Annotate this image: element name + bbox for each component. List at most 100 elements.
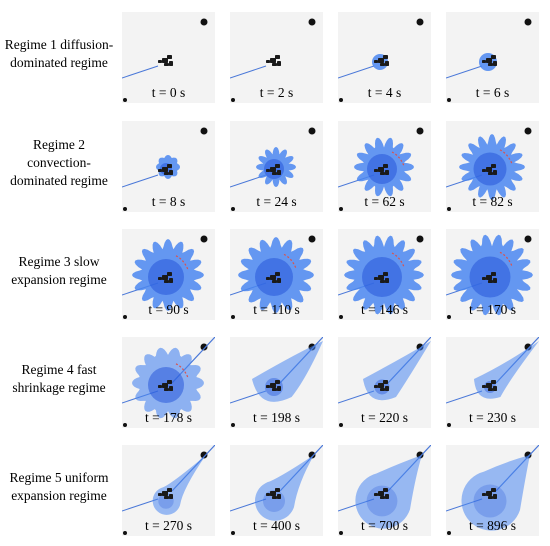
dye-core <box>366 485 398 517</box>
probe-part <box>266 385 270 388</box>
probe-hardware <box>374 164 389 175</box>
probe-part <box>158 60 162 63</box>
frame-panel: t = 62 s <box>338 121 431 212</box>
probe-part <box>270 58 276 63</box>
probe-part <box>383 272 388 276</box>
injection-line <box>338 390 375 404</box>
probe-part <box>385 494 389 499</box>
injection-line <box>446 390 483 404</box>
dye-plume <box>254 455 314 521</box>
probe-hardware <box>158 164 173 175</box>
plume-image <box>446 127 532 211</box>
regime-label: Regime 2 convection-dominated regime <box>0 136 118 190</box>
corner-dot <box>447 531 451 535</box>
regime-label-line: dominated regime <box>10 172 108 188</box>
corner-dot <box>123 531 127 535</box>
probe-part <box>374 60 378 63</box>
time-caption: t = 178 s <box>145 410 192 425</box>
dye-plume <box>252 341 323 402</box>
probe-part <box>164 496 169 499</box>
probe-part <box>374 169 378 172</box>
probe-part <box>385 61 389 66</box>
probe-hardware <box>482 164 497 175</box>
corner-dot <box>123 207 127 211</box>
corner-dot <box>339 423 343 427</box>
injection-line <box>446 65 483 79</box>
probe-part <box>378 275 384 280</box>
probe-part <box>385 170 389 175</box>
plume-image <box>446 445 539 535</box>
probe-part <box>491 164 496 168</box>
probe-part <box>169 494 173 499</box>
corner-dot <box>231 531 235 535</box>
probe-part <box>164 172 169 175</box>
probe-part <box>486 491 492 496</box>
frame-panel: t = 24 s <box>230 121 323 212</box>
probe-part <box>491 55 496 59</box>
plume-image <box>230 445 323 535</box>
marker-dot <box>308 18 316 26</box>
probe-part <box>275 488 280 492</box>
probe-part <box>277 61 281 66</box>
plume-image <box>338 337 431 427</box>
marker-dot <box>200 343 208 351</box>
probe-hardware <box>374 380 389 391</box>
probe-part <box>272 388 277 391</box>
injection-line <box>122 174 159 188</box>
probe-hardware <box>266 272 281 283</box>
marker-dot <box>200 235 208 243</box>
probe-part <box>486 275 492 280</box>
frame-panel: t = 110 s <box>230 229 323 320</box>
regime-label-line: expansion regime <box>11 271 107 287</box>
injection-line <box>230 65 267 79</box>
frame-panel: t = 90 s <box>122 229 215 320</box>
probe-part <box>164 388 169 391</box>
corner-dot <box>231 315 235 319</box>
probe-part <box>275 164 280 168</box>
probe-part <box>277 278 281 283</box>
corner-dot <box>447 207 451 211</box>
probe-part <box>385 278 389 283</box>
dye-plume <box>355 455 422 529</box>
probe-part <box>493 494 497 499</box>
probe-part <box>491 380 496 384</box>
frame-panel: t = 6 s <box>446 12 539 103</box>
regime-label-line: shrinkage regime <box>12 379 106 395</box>
corner-dot <box>123 315 127 319</box>
probe-part <box>270 383 276 388</box>
marker-dot <box>524 235 532 243</box>
marker-dot <box>308 235 316 243</box>
corner-dot <box>447 423 451 427</box>
probe-part <box>491 488 496 492</box>
regime-label: Regime 4 fast shrinkage regime <box>0 361 118 397</box>
probe-part <box>380 63 385 66</box>
frame-panel: t = 400 s <box>230 445 323 536</box>
probe-part <box>380 496 385 499</box>
probe-part <box>374 493 378 496</box>
probe-part <box>488 172 493 175</box>
front-marker <box>499 149 513 165</box>
marker-dot <box>416 127 424 135</box>
probe-part <box>272 280 277 283</box>
regime-label-line: Regime 5 uniform <box>9 469 109 485</box>
marker-dot <box>308 127 316 135</box>
probe-part <box>374 277 378 280</box>
time-caption: t = 400 s <box>253 518 300 533</box>
probe-part <box>169 61 173 66</box>
time-caption: t = 170 s <box>469 302 516 317</box>
corner-dot <box>231 98 235 102</box>
corner-dot <box>123 423 127 427</box>
probe-part <box>162 275 168 280</box>
corner-dot <box>339 531 343 535</box>
time-caption: t = 0 s <box>151 85 186 100</box>
plume-image <box>446 18 532 102</box>
probe-part <box>167 272 172 276</box>
regime-label-line: Regime 2 <box>32 136 86 152</box>
probe-part <box>488 496 493 499</box>
probe-hardware <box>158 55 173 66</box>
probe-part <box>385 386 389 391</box>
probe-part <box>380 172 385 175</box>
frame-panel: t = 82 s <box>446 121 539 212</box>
time-caption: t = 198 s <box>253 410 300 425</box>
front-marker <box>391 252 405 268</box>
